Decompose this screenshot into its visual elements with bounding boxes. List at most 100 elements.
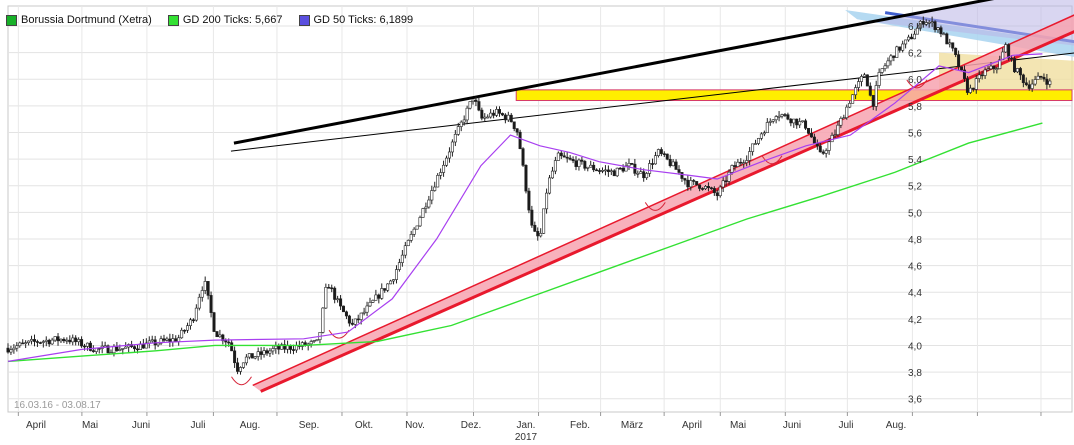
candle-body [495,109,499,116]
candle-body [241,362,245,368]
candle-body [783,114,787,116]
candle-body [521,148,525,166]
candle-body [159,338,163,344]
candle-body [754,143,758,145]
candle-body [83,345,87,348]
candle-body [550,170,554,179]
candle-body [595,169,599,172]
candle-body [530,209,534,226]
candle-body [247,353,251,358]
x-tick-label: Sep. [299,420,320,431]
candle-body [256,351,260,357]
candle-body [742,162,746,164]
candle-body [474,99,478,102]
candle-body [218,334,222,338]
candle-body [536,231,540,237]
candle-body [300,342,304,347]
moving-averages [7,53,1043,363]
candle-body [286,345,290,350]
candle-body [424,206,428,209]
candle-body [548,177,552,194]
candle-body [121,348,125,350]
candle-body [1030,83,1034,89]
candle-body [715,192,719,197]
candle-body [786,114,790,120]
candle-body [471,99,475,102]
candle-body [115,346,119,351]
candle-body [112,346,116,354]
candle-body [562,155,566,158]
candle-body [321,307,325,333]
candle-body [103,345,107,348]
candle-body [421,208,425,218]
candle-body [362,311,366,314]
candle-body [886,60,890,67]
candle-body [215,331,219,338]
candle-body [951,42,955,49]
candle-body [868,85,872,96]
y-tick-label: 4,4 [908,288,922,299]
candle-body [18,342,22,347]
candle-body [933,21,937,31]
candle-body [621,167,625,172]
candle-body [480,109,484,119]
legend-label-instrument: Borussia Dortmund (Xetra) [21,14,152,26]
candle-body [283,344,287,350]
candle-body [618,167,622,170]
candle-body [580,159,584,162]
candle-body [6,347,10,353]
candle-body [539,233,543,237]
candle-body [230,342,234,352]
candle-body [851,94,855,104]
y-tick-label: 4,8 [908,235,922,246]
resistance-line-thin [230,52,1074,152]
candle-body [368,302,372,307]
candle-body [327,287,331,289]
ma50-line [7,53,1043,362]
candle-body [692,180,696,182]
candle-body [1007,44,1011,59]
candle-body [718,186,722,197]
candle-body [350,322,354,325]
candle-body [674,161,678,170]
candle-body [353,318,357,325]
candle-body [527,190,531,211]
candle-body [801,120,805,123]
candle-body [150,339,154,342]
candle-body [359,312,363,320]
candle-body [439,172,443,176]
candle-body [244,356,248,364]
candle-body [907,36,911,41]
candle-body [238,367,242,372]
candle-body [971,87,975,90]
candle-body [586,166,590,169]
candle-body [556,152,560,161]
candle-body [689,180,693,188]
candle-body [1036,75,1040,80]
candle-body [1042,76,1046,80]
candle-body [365,305,369,313]
candle-body [942,33,946,36]
candle-body [124,346,128,349]
candle-body [47,339,51,345]
candle-body [165,338,169,341]
x-tick-label: Juni [132,420,150,431]
candle-body [183,329,187,332]
candle-body [197,296,201,309]
candle-body [712,188,716,194]
candle-body [809,133,813,138]
candle-body [85,342,89,347]
candle-body [662,153,666,155]
candle-body [518,131,522,149]
candle-body [392,279,396,282]
candle-body [780,114,784,117]
candle-body [206,281,210,296]
candle-body [965,78,969,93]
candle-body [889,55,893,62]
candle-body [998,59,1002,70]
candle-body [609,170,613,173]
candle-body [147,340,151,344]
candle-body [265,350,269,354]
x-tick-label: Juni [783,420,801,431]
x-tick-label: Aug. [240,420,261,431]
